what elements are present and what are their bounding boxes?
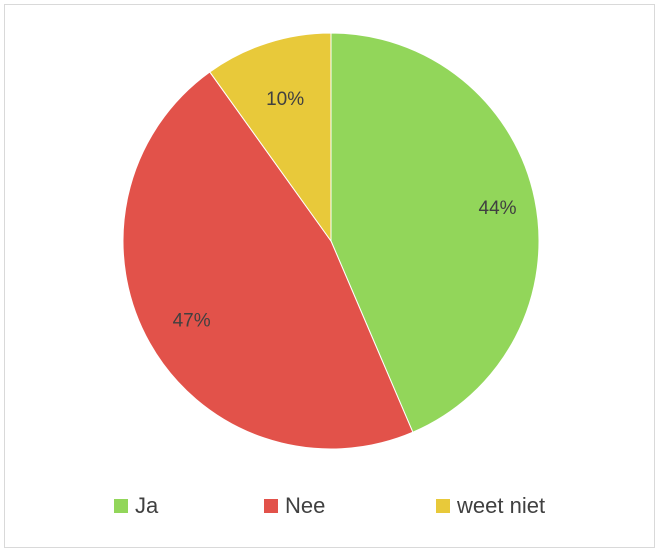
legend-swatch-ja [114,499,128,513]
data-label-weet-niet: 10% [266,89,304,110]
data-label-ja: 44% [479,198,517,219]
legend-label-nee: Nee [285,493,326,518]
legend-item-ja: Ja [114,488,158,524]
legend-swatch-weet-niet [436,499,450,513]
legend-label-ja: Ja [135,493,159,518]
data-label-nee: 47% [173,311,211,332]
pie-slices [122,32,540,450]
legend-label-weet-niet: weet niet [457,493,546,518]
pie-data-labels: 44% 47% 10% [173,89,517,331]
slice-weet-niet [209,32,332,243]
slice-nee [122,71,414,450]
legend-item-weet-niet: weet niet [436,488,545,524]
legend-swatch-nee [264,499,278,513]
slice-ja [330,32,540,433]
legend-item-nee: Nee [264,488,325,524]
legend: Ja Nee weet niet [0,488,659,524]
